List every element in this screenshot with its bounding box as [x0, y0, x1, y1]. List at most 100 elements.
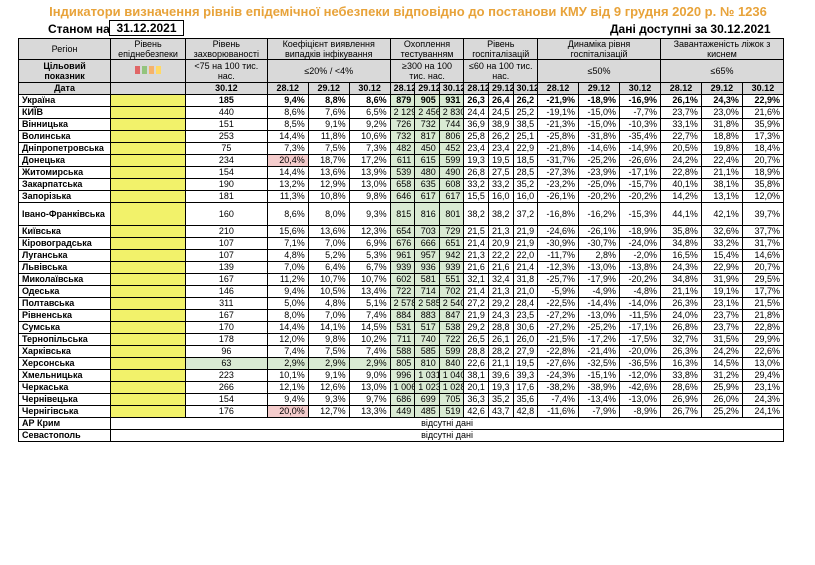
hosp-dyn-cell: -25,8%	[537, 130, 580, 143]
hosp-dyn-cell: -27,2%	[537, 309, 580, 322]
date-cell: 29.12	[414, 82, 440, 95]
region-name: Дніпропетровська	[17, 142, 112, 155]
hosp-cell: 26,0	[512, 333, 539, 346]
hosp-cell: 21,0	[512, 285, 539, 298]
hosp-dyn-cell: -25,0%	[578, 178, 620, 191]
table-row: Тернопільська 178 12,0% 9,8% 10,2% 711 740 722 2…	[17, 333, 785, 346]
hosp-dyn-cell: -17,1%	[619, 166, 661, 179]
hosp-cell: 21,3	[463, 249, 489, 262]
date-cell: 28.12	[389, 82, 416, 95]
incidence-cell: 178	[184, 333, 268, 346]
incidence-cell: 146	[184, 285, 268, 298]
hosp-dyn-cell: -15,7%	[619, 178, 661, 191]
oxygen-cell: 20,5%	[659, 142, 702, 155]
hosp-cell: 21,1	[487, 357, 514, 370]
header-region: Регіон	[17, 38, 112, 60]
level-cell	[110, 309, 186, 322]
testing-cell: 599	[438, 154, 465, 167]
testing-cell: 581	[414, 273, 440, 286]
oxygen-cell: 17,7%	[741, 285, 785, 298]
hosp-dyn-cell: -18,9%	[578, 94, 620, 107]
header-testing: Охоплення тестуванням	[389, 38, 465, 60]
oxygen-cell: 21,5%	[741, 297, 785, 310]
testing-cell: 611	[389, 154, 416, 167]
positivity-cell: 6,5%	[348, 106, 391, 119]
testing-cell: 705	[438, 393, 465, 406]
region-name: Закарпатська	[17, 178, 112, 191]
testing-cell: 539	[389, 166, 416, 179]
hosp-dyn-cell: -24,6%	[537, 225, 580, 238]
positivity-cell: 6,9%	[348, 237, 391, 250]
hosp-dyn-cell: -12,3%	[537, 261, 580, 274]
hosp-dyn-cell: -21,8%	[537, 142, 580, 155]
positivity-cell: 7,1%	[266, 237, 309, 250]
hosp-cell: 32,1	[463, 273, 489, 286]
positivity-cell: 9,4%	[266, 94, 309, 107]
positivity-cell: 13,2%	[266, 178, 309, 191]
date-level-cell	[110, 82, 186, 95]
hosp-dyn-cell: -30,7%	[578, 237, 620, 250]
asof-date: 31.12.2021	[109, 20, 184, 36]
oxygen-cell: 33,1%	[659, 118, 702, 131]
positivity-cell: 8,0%	[307, 202, 350, 226]
oxygen-cell: 18,9%	[741, 166, 785, 179]
level-cell	[110, 202, 186, 226]
date-label: Дата	[17, 82, 112, 95]
positivity-cell: 14,4%	[266, 166, 309, 179]
hosp-cell: 28,8	[463, 345, 489, 358]
region-name: Одеська	[17, 285, 112, 298]
hosp-dyn-cell: -21,4%	[578, 345, 620, 358]
hosp-dyn-cell: -22,8%	[537, 345, 580, 358]
table-row: Львівська 139 7,0% 6,4% 6,7% 939 936 939 21,6 21,…	[17, 261, 785, 274]
positivity-cell: 2,9%	[307, 357, 350, 370]
hosp-cell: 21,5	[463, 225, 489, 238]
hosp-dyn-cell: -13,0%	[619, 393, 661, 406]
target-testing: ≥300 на 100 тис. нас.	[389, 59, 465, 83]
hosp-dyn-cell: -12,0%	[619, 369, 661, 382]
positivity-cell: 5,0%	[266, 297, 309, 310]
hosp-dyn-cell: -17,5%	[619, 333, 661, 346]
oxygen-cell: 20,7%	[741, 154, 785, 167]
positivity-cell: 5,2%	[307, 249, 350, 262]
hosp-dyn-cell: -23,9%	[578, 166, 620, 179]
level-cell	[110, 142, 186, 155]
table-row: Луганська 107 4,8% 5,2% 5,3% 961 957 942 21,3 22,…	[17, 249, 785, 262]
region-name: Чернівецька	[17, 393, 112, 406]
testing-cell: 615	[414, 154, 440, 167]
region-name: Київська	[17, 225, 112, 238]
incidence-cell: 154	[184, 166, 268, 179]
oxygen-cell: 14,5%	[700, 357, 743, 370]
positivity-cell: 9,4%	[266, 285, 309, 298]
hosp-cell: 24,5	[487, 106, 514, 119]
hosp-dyn-cell: -13,0%	[578, 261, 620, 274]
positivity-cell: 12,7%	[307, 405, 350, 418]
positivity-cell: 7,4%	[266, 345, 309, 358]
hosp-dyn-cell: -23,2%	[537, 178, 580, 191]
hosp-dyn-cell: -14,6%	[578, 142, 620, 155]
testing-cell: 732	[414, 118, 440, 131]
incidence-cell: 139	[184, 261, 268, 274]
testing-cell: 931	[438, 94, 465, 107]
testing-cell: 449	[389, 405, 416, 418]
hosp-cell: 22,0	[512, 249, 539, 262]
hosp-cell: 24,4	[463, 106, 489, 119]
incidence-cell: 185	[184, 94, 268, 107]
oxygen-cell: 22,9%	[741, 94, 785, 107]
hosp-dyn-cell: -22,5%	[537, 297, 580, 310]
hosp-dyn-cell: -13,8%	[619, 261, 661, 274]
testing-cell: 608	[438, 178, 465, 191]
oxygen-cell: 16,5%	[659, 249, 702, 262]
oxygen-cell: 24,3%	[700, 94, 743, 107]
positivity-cell: 8,0%	[266, 309, 309, 322]
hosp-cell: 23,4	[463, 142, 489, 155]
oxygen-cell: 21,8%	[741, 309, 785, 322]
table-row: Одеська 146 9,4% 10,5% 13,4% 722 714 702 21,4 21,…	[17, 285, 785, 298]
page-title: Індикатори визначення рівнів епідемічної…	[49, 4, 767, 19]
region-name: Івано-Франківська	[17, 202, 112, 226]
positivity-cell: 2,9%	[266, 357, 309, 370]
hosp-cell: 21,4	[463, 285, 489, 298]
level-cell	[110, 321, 186, 334]
date-cell: 28.12	[537, 82, 580, 95]
hosp-cell: 39,6	[487, 369, 514, 382]
positivity-cell: 12,9%	[307, 178, 350, 191]
